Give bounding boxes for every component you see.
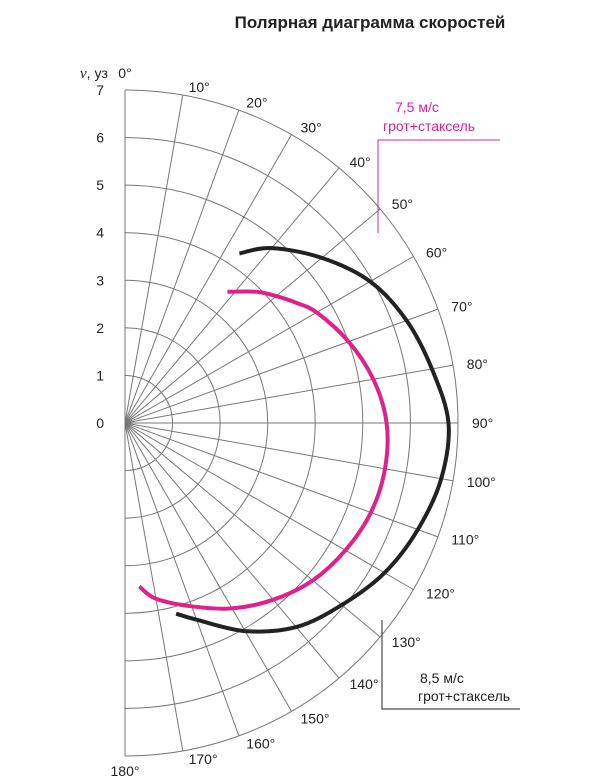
chart-title: Полярная диаграмма скоростей [235,13,506,32]
angle-tick-label: 120° [426,586,455,602]
angle-tick-label: 100° [467,474,496,490]
grid-spoke-130 [124,422,381,638]
angle-tick-label: 110° [451,532,479,548]
grid-spoke-160 [124,422,240,737]
radial-tick-labels: 0 1 2 3 4 5 6 7 [96,82,104,431]
angle-tick-label: 90° [472,415,493,431]
grid-spoke-30 [124,134,292,424]
radial-tick-label: 5 [96,177,104,193]
radial-tick-label: 3 [96,272,104,288]
polar-grid [124,89,459,757]
grid-spoke-50 [124,208,381,424]
angle-tick-label: 70° [451,298,472,314]
legend-series-1-line2: грот+стаксель [383,118,475,134]
radial-axis-unit: , уз [87,65,108,81]
radial-tick-label: 7 [96,82,104,98]
angle-tick-label: 50° [392,196,413,212]
angle-tick-label: 40° [350,154,371,170]
angle-tick-labels: 0° 10° 20° 30° 40° 50° 60° 70° 80° 90° 100° 110° 120… [111,65,496,779]
angle-tick-label: 80° [467,356,488,372]
series-layer [138,246,451,634]
angle-tick-label: 170° [189,751,218,767]
angle-tick-label: 160° [246,735,275,751]
grid-spoke-80 [124,364,453,424]
angle-tick-label: 10° [189,79,210,95]
radial-axis-name: v [80,66,87,82]
grid-spoke-170 [124,422,184,751]
grid-spoke-20 [124,109,240,424]
series-line-2 [175,246,451,634]
radial-axis-title: v, уз [80,65,108,82]
angle-tick-label: 150° [301,710,330,726]
grid-spoke-60 [124,256,414,424]
legend-series-1: 7,5 м/с грот+стаксель [377,99,500,233]
grid-spoke-110 [124,422,439,538]
angle-tick-label: 140° [350,676,379,692]
angle-tick-label: 180° [111,763,140,779]
legend-series-1-line1: 7,5 м/с [395,99,439,115]
radial-tick-label: 6 [96,130,104,146]
legend-series-2-line1: 8,5 м/с [420,670,464,686]
angle-tick-label: 20° [246,95,267,111]
angle-tick-label: 130° [392,634,421,650]
series-line-1 [138,289,390,611]
angle-tick-label: 30° [301,120,322,136]
radial-tick-label: 1 [96,367,104,383]
leader-line-series-1 [377,139,500,233]
grid-spoke-150 [124,422,292,712]
legend-series-2: 8,5 м/с грот+стаксель [381,620,520,710]
angle-tick-label: 60° [426,245,447,261]
angle-tick-label: 0° [118,65,131,81]
grid-spoke-100 [124,422,453,482]
grid-spoke-70 [124,308,439,424]
grid-spoke-120 [124,422,414,590]
leader-line-series-2 [381,620,520,710]
grid-spoke-140 [124,422,340,679]
grid-spoke-10 [124,95,184,424]
radial-tick-label: 2 [96,320,104,336]
radial-tick-label: 4 [96,225,104,241]
grid-spoke-40 [124,167,340,424]
radial-tick-label: 0 [96,415,104,431]
legend-series-2-line2: грот+стаксель [418,688,510,704]
